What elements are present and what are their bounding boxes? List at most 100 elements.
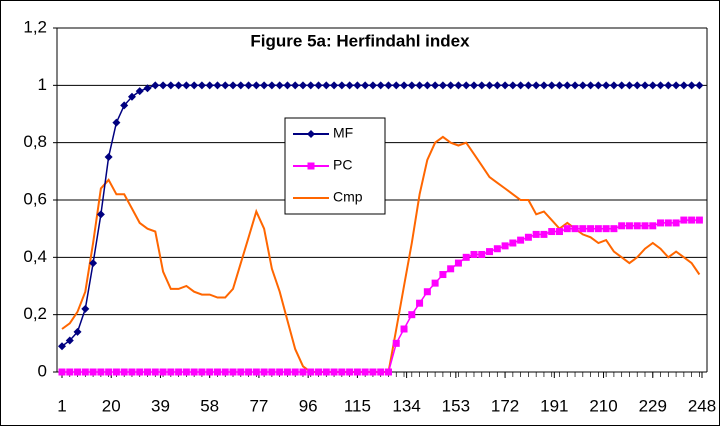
- marker: [136, 368, 144, 376]
- marker: [447, 265, 455, 273]
- legend-marker: [307, 130, 315, 138]
- marker: [586, 81, 595, 90]
- marker: [120, 101, 129, 110]
- marker: [66, 368, 74, 376]
- marker: [229, 81, 238, 90]
- y-tick-label: 1,2: [23, 17, 47, 36]
- marker: [431, 81, 440, 90]
- marker: [625, 222, 633, 230]
- marker: [610, 225, 618, 233]
- marker: [81, 304, 90, 313]
- marker: [151, 368, 159, 376]
- marker: [166, 81, 175, 90]
- marker: [229, 368, 237, 376]
- marker: [384, 81, 393, 90]
- x-tick-label: 172: [491, 396, 519, 415]
- marker: [516, 81, 525, 90]
- x-tick-label: 134: [392, 396, 420, 415]
- marker: [423, 81, 432, 90]
- x-tick-label: 1: [57, 396, 66, 415]
- marker: [291, 81, 300, 90]
- marker: [65, 336, 74, 345]
- y-tick-label: 0: [38, 361, 47, 380]
- marker: [322, 368, 330, 376]
- x-tick-label: 96: [299, 396, 318, 415]
- marker: [268, 368, 276, 376]
- marker: [547, 81, 556, 90]
- marker: [462, 81, 471, 90]
- marker: [120, 368, 128, 376]
- y-tick-label: 0,4: [23, 247, 47, 266]
- marker: [664, 81, 673, 90]
- marker: [493, 245, 501, 253]
- marker: [508, 81, 517, 90]
- marker: [275, 81, 284, 90]
- marker: [307, 368, 315, 376]
- marker: [190, 81, 199, 90]
- marker: [469, 81, 478, 90]
- marker: [182, 81, 191, 90]
- marker: [299, 368, 307, 376]
- marker: [221, 368, 229, 376]
- marker: [517, 236, 525, 244]
- marker: [555, 228, 563, 236]
- marker: [89, 368, 97, 376]
- marker: [97, 368, 105, 376]
- marker: [439, 271, 447, 279]
- marker: [501, 242, 509, 250]
- marker: [361, 81, 370, 90]
- marker: [306, 81, 315, 90]
- marker: [618, 222, 626, 230]
- marker: [174, 81, 183, 90]
- marker: [314, 81, 323, 90]
- marker: [392, 339, 400, 347]
- marker: [478, 250, 486, 258]
- marker: [672, 81, 681, 90]
- marker: [423, 288, 431, 296]
- marker: [73, 327, 82, 336]
- marker: [244, 81, 253, 90]
- chart-title: Figure 5a: Herfindahl index: [250, 31, 470, 50]
- marker: [687, 81, 696, 90]
- marker: [431, 279, 439, 287]
- marker: [112, 368, 120, 376]
- marker: [400, 81, 409, 90]
- marker: [548, 228, 556, 236]
- marker: [81, 368, 89, 376]
- marker: [578, 81, 587, 90]
- legend-label: Cmp: [333, 189, 363, 205]
- marker: [625, 81, 634, 90]
- marker: [206, 368, 214, 376]
- marker: [128, 368, 136, 376]
- marker: [462, 253, 470, 261]
- marker: [213, 368, 221, 376]
- marker: [105, 368, 113, 376]
- marker: [695, 216, 703, 224]
- marker: [252, 81, 261, 90]
- marker: [486, 248, 494, 256]
- marker: [298, 81, 307, 90]
- marker: [407, 81, 416, 90]
- legend-marker: [307, 162, 315, 170]
- marker: [485, 81, 494, 90]
- marker: [221, 81, 230, 90]
- marker: [539, 81, 548, 90]
- series: [58, 216, 703, 376]
- series: [58, 81, 704, 351]
- marker: [58, 342, 66, 351]
- marker: [470, 250, 478, 258]
- marker: [144, 368, 152, 376]
- marker: [602, 225, 610, 233]
- marker: [197, 81, 206, 90]
- marker: [143, 84, 152, 93]
- marker: [688, 216, 696, 224]
- x-tick-label: 191: [540, 396, 568, 415]
- marker: [672, 219, 680, 227]
- marker: [58, 368, 66, 376]
- marker: [353, 81, 362, 90]
- marker: [127, 92, 136, 101]
- marker: [524, 81, 533, 90]
- marker: [594, 225, 602, 233]
- marker: [260, 81, 269, 90]
